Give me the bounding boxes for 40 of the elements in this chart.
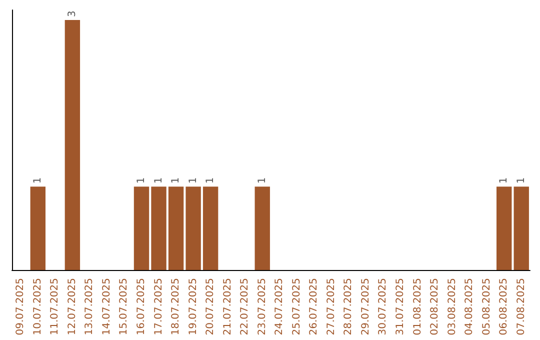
x-tick-label: 12.07.2025: [66, 278, 78, 336]
x-tick-label: 16.07.2025: [136, 278, 147, 336]
x-tick-label: 20.07.2025: [205, 278, 216, 336]
data-label: 1: [136, 177, 147, 184]
x-tick-label: 03.08.2025: [446, 278, 458, 336]
x-tick-label: 24.07.2025: [274, 278, 286, 336]
x-tick-label: 07.08.2025: [516, 278, 527, 336]
x-tick-label: 15.07.2025: [118, 278, 130, 336]
x-tick-label: 30.07.2025: [378, 278, 389, 336]
x-tick-label: 10.07.2025: [32, 278, 44, 336]
data-label: 3: [66, 10, 78, 17]
x-tick-label: 01.08.2025: [412, 278, 424, 336]
x-tick-label: 19.07.2025: [188, 278, 199, 336]
x-tick-label: 04.08.2025: [464, 278, 476, 336]
x-tick-label: 09.07.2025: [15, 278, 26, 336]
data-label: 1: [153, 177, 164, 184]
x-tick-label: 05.08.2025: [481, 278, 492, 336]
x-tick-label: 23.07.2025: [256, 278, 268, 336]
x-tick-label: 22.07.2025: [240, 278, 251, 336]
x-tick-label: 14.07.2025: [101, 278, 112, 336]
x-tick-label: 26.07.2025: [308, 278, 320, 336]
x-tick-label: 21.07.2025: [222, 278, 234, 336]
x-tick-label: 11.07.2025: [50, 278, 61, 336]
data-label: 1: [256, 177, 268, 184]
x-tick-label: 29.07.2025: [360, 278, 372, 336]
x-tick-label: 02.08.2025: [430, 278, 441, 336]
x-tick-label: 06.08.2025: [498, 278, 510, 336]
data-label: 1: [205, 177, 216, 184]
x-tick-label: 27.07.2025: [326, 278, 337, 336]
data-label: 1: [32, 177, 44, 184]
data-label: 1: [498, 177, 510, 184]
x-tick-label: 25.07.2025: [291, 278, 302, 336]
x-tick-label: 28.07.2025: [343, 278, 354, 336]
x-tick-label: 13.07.2025: [84, 278, 96, 336]
x-tick-label: 31.07.2025: [395, 278, 406, 336]
x-tick-label: 17.07.2025: [153, 278, 164, 336]
data-label: 1: [516, 177, 527, 184]
x-tick-label: 18.07.2025: [170, 278, 182, 336]
data-label: 1: [188, 177, 199, 184]
data-label: 1: [170, 177, 182, 184]
